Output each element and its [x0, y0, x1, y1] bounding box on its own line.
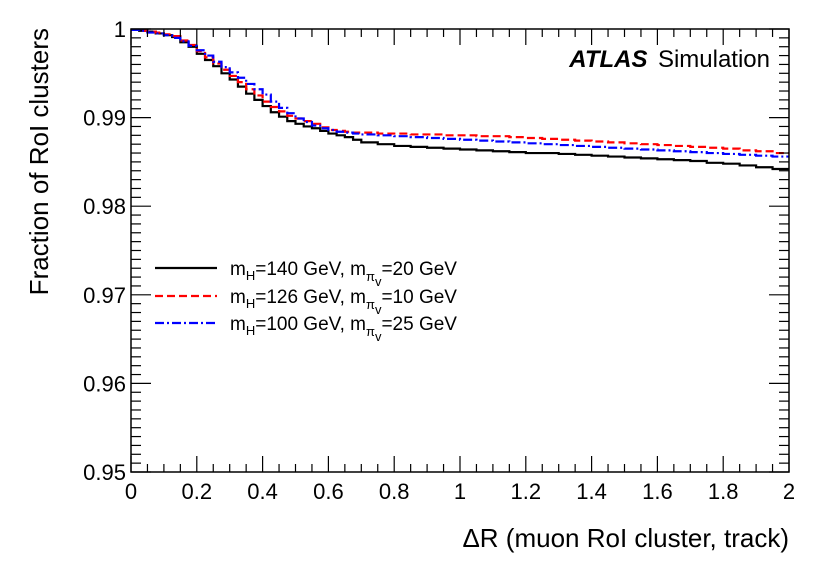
x-tick-label: 1.8 [708, 479, 739, 504]
x-tick-label: 1.2 [511, 479, 542, 504]
y-tick-label: 1 [114, 17, 126, 42]
y-tick-label: 0.98 [83, 194, 126, 219]
series-line-3 [131, 28, 789, 158]
atlas-simulation-text: Simulation [658, 46, 770, 73]
x-tick-label: 0.2 [182, 479, 213, 504]
x-axis: 0 0.2 0.4 0.6 0.8 1 1.2 1.4 1.6 1.8 2 [125, 29, 795, 504]
y-axis-title: Fraction of RoI clusters [24, 28, 54, 295]
y-axis: 0.95 0.96 0.97 0.98 0.99 1 [83, 17, 789, 485]
legend-label-2: mH=126 GeV, mπv=10 GeV [230, 287, 457, 317]
x-tick-label: 0 [125, 479, 137, 504]
x-tick-label: 1.6 [642, 479, 673, 504]
y-tick-label: 0.99 [83, 106, 126, 131]
legend-label-1: mH=140 GeV, mπv=20 GeV [230, 259, 457, 289]
x-tick-label: 1.4 [576, 479, 607, 504]
y-tick-label: 0.96 [83, 371, 126, 396]
series-line-2 [131, 28, 789, 155]
x-tick-label: 0.6 [313, 479, 344, 504]
atlas-bold-text: ATLAS [568, 46, 647, 73]
plot-frame [130, 28, 790, 473]
x-tick-label: 2 [783, 479, 795, 504]
y-tick-label: 0.95 [83, 460, 126, 485]
y-tick-label: 0.97 [83, 283, 126, 308]
legend-label-3: mH=100 GeV, mπv=25 GeV [230, 314, 457, 344]
series-layer [131, 28, 789, 171]
x-tick-label: 0.4 [247, 479, 278, 504]
atlas-label: ATLAS Simulation [568, 46, 770, 73]
x-axis-title: ΔR (muon RoI cluster, track) [462, 523, 789, 553]
x-tick-label: 0.8 [379, 479, 410, 504]
x-tick-label: 1 [454, 479, 466, 504]
